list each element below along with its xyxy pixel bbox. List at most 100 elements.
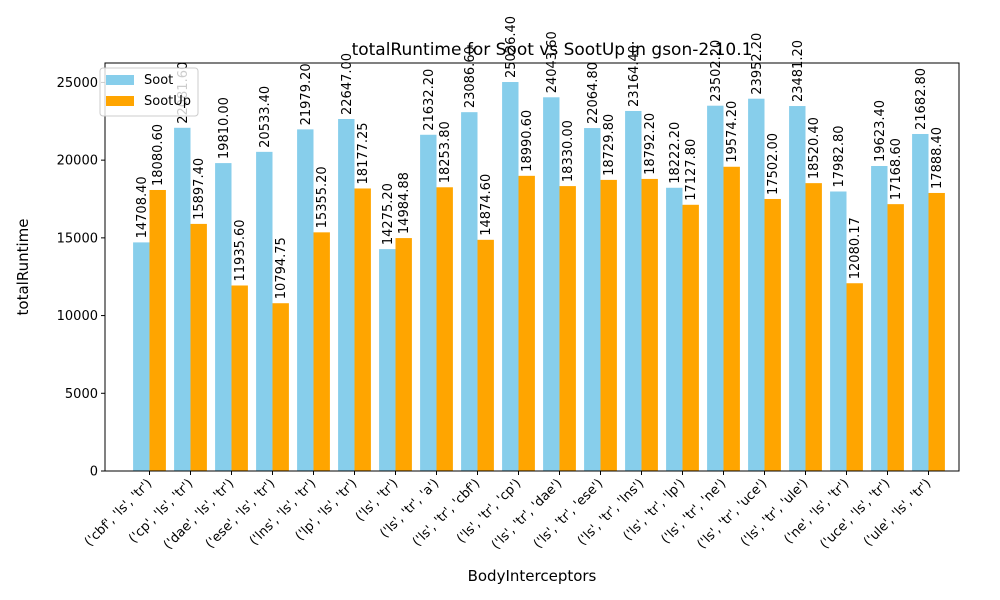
data-label-soot-15: 23952.20 (750, 33, 765, 95)
bar-sootup-13 (682, 204, 699, 472)
bar-soot-12 (625, 110, 642, 472)
data-label-soot-8: 23086.60 (463, 46, 478, 108)
data-label-soot-4: 21979.20 (299, 63, 314, 125)
bar-soot-13 (666, 187, 683, 471)
bar-sootup-15 (764, 198, 781, 471)
data-label-soot-0: 14708.40 (135, 176, 150, 238)
y-tick-label-0: 0 (90, 465, 98, 480)
data-label-sootup-6: 14984.88 (397, 172, 412, 234)
y-tick-label-3: 15000 (57, 231, 98, 246)
data-label-sootup-3: 10794.75 (274, 237, 289, 299)
data-label-sootup-9: 18990.60 (520, 110, 535, 172)
bar-soot-4 (297, 129, 314, 471)
bar-sootup-8 (477, 239, 494, 471)
y-axis-label: totalRuntime (14, 219, 32, 316)
data-label-soot-5: 22647.00 (340, 53, 355, 115)
y-axis: 0 5000 10000 15000 20000 25000 (57, 76, 105, 480)
data-label-soot-13: 18222.20 (668, 122, 683, 184)
data-label-sootup-19: 17888.40 (930, 127, 945, 189)
bar-soot-1 (174, 127, 191, 471)
data-label-sootup-5: 18177.25 (356, 122, 371, 184)
y-tick-label-5: 25000 (57, 76, 98, 91)
bar-sootup-3 (272, 303, 289, 471)
bar-soot-7 (420, 134, 437, 471)
bar-sootup-16 (805, 183, 822, 471)
data-label-sootup-7: 18253.80 (438, 121, 453, 183)
bar-soot-15 (748, 98, 765, 472)
data-label-soot-17: 17982.80 (832, 125, 847, 187)
bar-sootup-18 (887, 204, 904, 471)
bar-soot-17 (830, 191, 847, 471)
data-label-soot-9: 25026.40 (504, 16, 519, 78)
data-label-soot-18: 19623.40 (873, 100, 888, 162)
x-tick-label-15: ('ls', 'tr', 'uce') (694, 476, 770, 552)
x-axis-label: BodyInterceptors (468, 567, 597, 585)
data-label-sootup-4: 15355.20 (315, 166, 330, 228)
y-tick-label-2: 10000 (57, 309, 98, 324)
data-label-sootup-13: 17127.80 (684, 139, 699, 201)
data-label-sootup-16: 18520.40 (807, 117, 822, 179)
bar-sootup-7 (436, 187, 453, 471)
data-label-soot-16: 23481.20 (791, 40, 806, 102)
bar-sootup-11 (600, 179, 617, 471)
bar-soot-10 (543, 97, 560, 471)
bars-layer (133, 82, 945, 472)
data-label-sootup-17: 12080.17 (848, 217, 863, 279)
x-tick-label-18: ('uce', 'ls', 'tr') (817, 476, 893, 552)
y-tick-label-4: 20000 (57, 154, 98, 169)
bar-sootup-2 (231, 285, 248, 471)
y-tick-label-1: 5000 (65, 387, 98, 402)
data-label-soot-10: 24043.60 (545, 31, 560, 93)
bar-sootup-17 (846, 283, 863, 471)
data-label-sootup-11: 18729.80 (602, 114, 617, 176)
data-label-soot-6: 14275.20 (381, 183, 396, 245)
bar-sootup-5 (354, 188, 371, 471)
x-tick-label-10: ('ls', 'tr', 'dae') (489, 476, 565, 552)
legend-swatch-soot (106, 75, 134, 85)
data-labels-layer: 14708.4022081.6019810.0020533.4021979.20… (135, 16, 945, 299)
bar-sootup-1 (190, 223, 207, 471)
bar-sootup-4 (313, 232, 330, 471)
bar-soot-0 (133, 242, 150, 471)
data-label-soot-2: 19810.00 (217, 97, 232, 159)
bar-sootup-6 (395, 238, 412, 471)
bar-sootup-12 (641, 178, 658, 472)
bar-soot-3 (256, 151, 273, 471)
bar-soot-14 (707, 105, 724, 472)
x-axis: ('cbf', 'ls', 'tr')('cp', 'ls', 'tr')('d… (82, 471, 934, 553)
data-label-soot-12: 23164.40 (627, 45, 642, 107)
bar-sootup-10 (559, 186, 576, 471)
data-label-sootup-14: 19574.20 (725, 101, 740, 163)
bar-soot-8 (461, 112, 478, 472)
bar-sootup-9 (518, 175, 535, 471)
data-label-sootup-1: 15897.40 (192, 158, 207, 220)
plot-frame (104, 62, 960, 472)
bar-soot-18 (871, 166, 888, 471)
bar-soot-16 (789, 106, 806, 471)
data-label-soot-14: 23502.20 (709, 40, 724, 102)
bar-soot-5 (338, 119, 355, 471)
bar-sootup-0 (149, 189, 166, 472)
data-label-sootup-15: 17502.00 (766, 133, 781, 195)
bar-soot-6 (379, 249, 396, 471)
legend-swatch-sootup (106, 96, 134, 106)
legend-label-soot: Soot (144, 73, 173, 88)
data-label-soot-11: 22064.80 (586, 62, 601, 124)
data-label-sootup-8: 14874.60 (479, 174, 494, 236)
bar-soot-9 (502, 82, 519, 472)
data-label-sootup-12: 18792.20 (643, 113, 658, 175)
data-label-soot-19: 21682.80 (914, 68, 929, 130)
bar-soot-2 (215, 163, 232, 471)
bar-soot-19 (912, 133, 929, 472)
x-tick-label-2: ('dae', 'ls', 'tr') (161, 476, 237, 552)
legend: Soot SootUp (99, 67, 199, 117)
data-label-sootup-0: 18080.60 (151, 124, 166, 186)
data-label-sootup-10: 18330.00 (561, 120, 576, 182)
data-label-sootup-18: 17168.60 (889, 138, 904, 200)
data-label-sootup-2: 11935.60 (233, 219, 248, 281)
bar-sootup-19 (928, 192, 945, 471)
data-label-soot-3: 20533.40 (258, 86, 273, 148)
chart-title: totalRuntime for Soot vs SootUp in gson-… (352, 40, 753, 60)
data-label-soot-7: 21632.20 (422, 69, 437, 131)
